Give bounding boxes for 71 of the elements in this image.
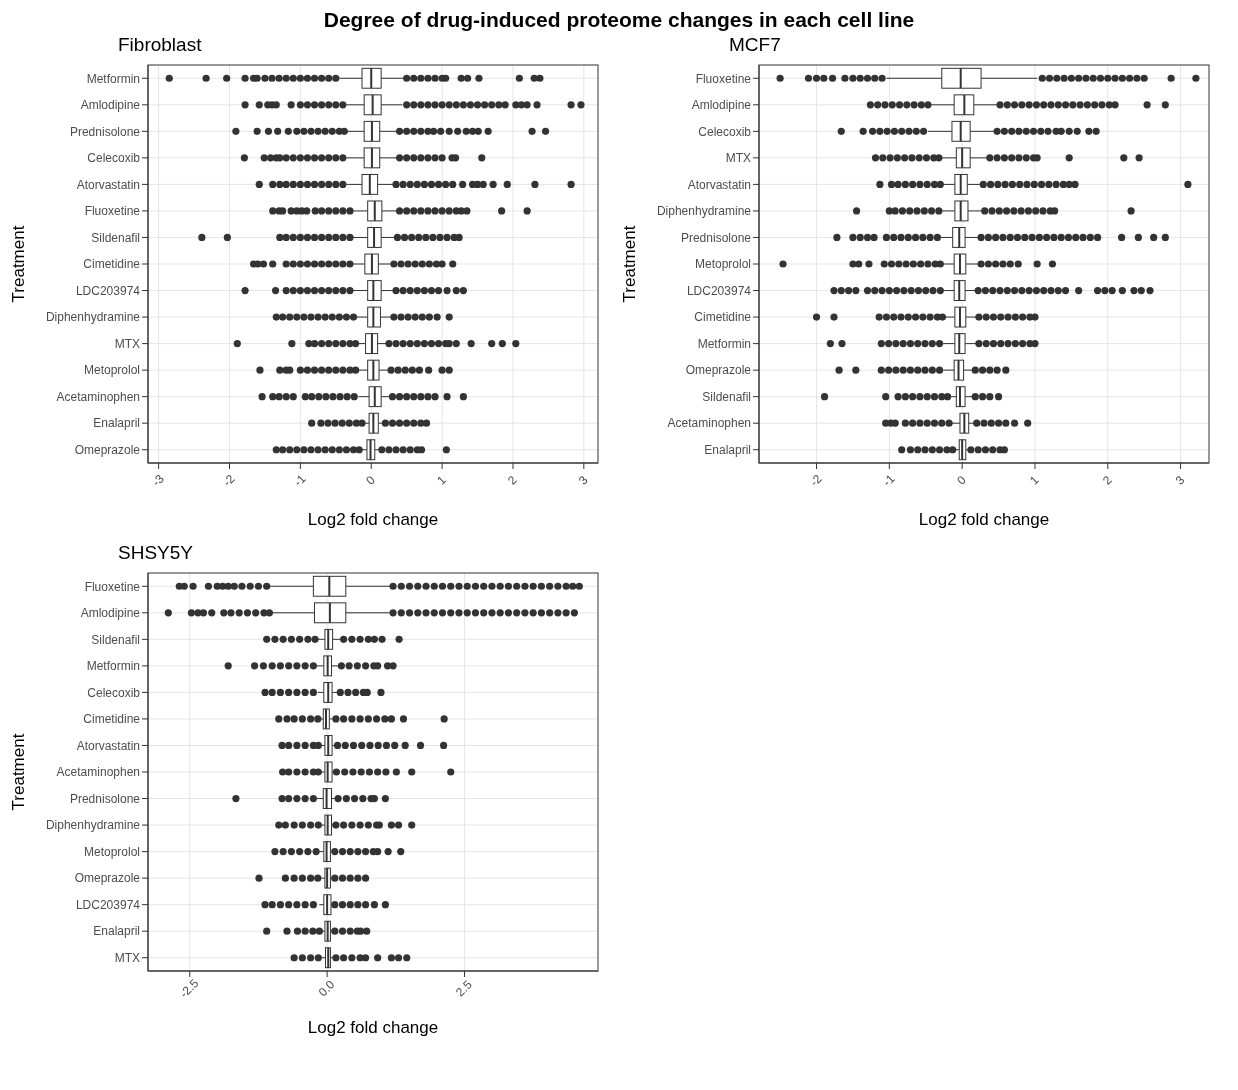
y-tick-label: Diphenhydramine (45, 310, 141, 325)
y-tick-label: Metformin (86, 659, 140, 674)
x-tick-label: 0 (954, 472, 970, 488)
x-axis-title: Log2 fold change (307, 510, 439, 529)
x-axis-title: Log2 fold change (918, 510, 1050, 529)
y-tick-label: MTX (725, 151, 751, 166)
y-tick-label: Fluoxetine (84, 204, 141, 219)
y-tick-label: Metformin (86, 71, 140, 86)
y-tick-label: MTX (114, 950, 140, 965)
y-tick-label: Metoprolol (83, 844, 140, 859)
y-tick-label: Amlodipine (80, 606, 141, 621)
y-tick-label: Acetaminophen (56, 765, 140, 780)
y-tick-label: Sildenafil (91, 632, 140, 647)
y-tick-label: Enalapril (93, 924, 140, 939)
y-tick-label: Metformin (697, 336, 751, 351)
x-tick-label: 3 (575, 472, 591, 488)
chart-subtitle: Fibroblast (118, 34, 203, 56)
y-axis-title: Treatment (620, 225, 640, 303)
y-tick-label: Cimetidine (694, 310, 752, 325)
y-tick-label: LDC203974 (75, 283, 141, 298)
y-tick-label: Fluoxetine (695, 71, 752, 86)
y-axis-title: Treatment (9, 225, 29, 303)
chart-subtitle: MCF7 (729, 34, 782, 56)
y-tick-label: Celecoxib (698, 124, 752, 139)
x-tick-label: 0 (363, 472, 379, 488)
y-tick-label: Omeprazole (685, 363, 752, 378)
y-tick-label: Celecoxib (87, 151, 141, 166)
y-tick-label: Enalapril (704, 442, 751, 457)
y-tick-label: Atorvastatin (76, 738, 140, 753)
y-tick-label: Atorvastatin (687, 177, 751, 192)
y-tick-label: Prednisolone (680, 230, 752, 245)
y-tick-label: Enalapril (93, 416, 140, 431)
y-tick-label: LDC203974 (686, 283, 752, 298)
x-tick-label: -1 (291, 471, 309, 490)
y-tick-label: Celecoxib (87, 685, 141, 700)
y-tick-label: Cimetidine (83, 257, 141, 272)
x-tick-label: -2 (220, 471, 238, 490)
x-tick-label: -1 (880, 471, 898, 490)
x-tick-label: 2.5 (453, 977, 475, 1000)
x-tick-label: -2 (807, 471, 825, 490)
y-tick-label: Fluoxetine (84, 579, 141, 594)
y-tick-label: Metoprolol (694, 257, 751, 272)
x-tick-label: 1 (434, 472, 450, 488)
y-tick-label: Omeprazole (74, 871, 141, 886)
y-tick-label: Cimetidine (83, 712, 141, 727)
x-tick-label: 3 (1172, 472, 1188, 488)
y-tick-label: Amlodipine (80, 98, 141, 113)
y-tick-label: Atorvastatin (76, 177, 140, 192)
x-tick-label: -3 (149, 471, 167, 490)
y-tick-label: Amlodipine (691, 98, 752, 113)
y-tick-label: Sildenafil (91, 230, 140, 245)
y-tick-label: Acetaminophen (667, 416, 751, 431)
y-tick-label: Diphenhydramine (656, 204, 752, 219)
y-tick-label: Diphenhydramine (45, 818, 141, 833)
y-tick-label: Metoprolol (83, 363, 140, 378)
x-tick-label: 2 (505, 472, 520, 488)
x-tick-label: 2 (1099, 472, 1115, 488)
y-tick-label: Prednisolone (69, 124, 141, 139)
y-tick-label: MTX (114, 336, 140, 351)
x-tick-label: -2.5 (176, 975, 202, 1001)
y-tick-label: Prednisolone (69, 791, 141, 806)
x-tick-label: 0.0 (315, 977, 338, 1000)
chart-title: Degree of drug-induced proteome changes in each cell line (322, 8, 916, 32)
y-tick-label: LDC203974 (75, 897, 141, 912)
x-tick-label: 1 (1027, 472, 1042, 488)
y-tick-label: Omeprazole (74, 442, 141, 457)
chart-subtitle: SHSY5Y (118, 542, 194, 564)
y-axis-title: Treatment (9, 733, 29, 811)
y-tick-label: Sildenafil (702, 389, 751, 404)
x-axis-title: Log2 fold change (307, 1018, 439, 1037)
y-tick-label: Acetaminophen (56, 389, 140, 404)
